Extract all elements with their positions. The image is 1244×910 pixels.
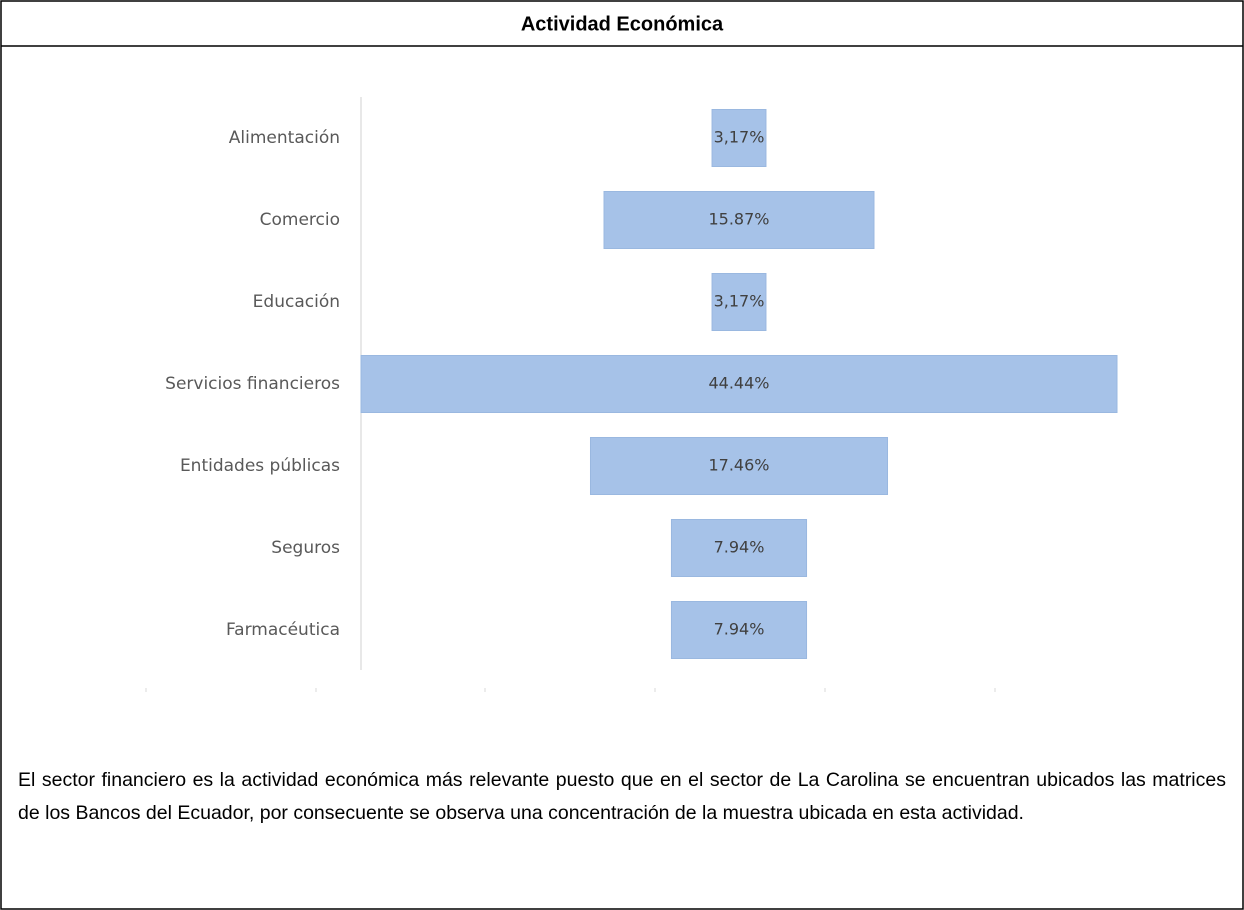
value-label: 3,17%	[714, 292, 765, 311]
category-label: Entidades públicas	[180, 456, 340, 476]
bar	[670, 601, 808, 659]
bar	[711, 109, 767, 167]
value-label: 3,17%	[714, 128, 765, 147]
category-label: Educación	[253, 292, 340, 312]
category-label: Servicios financieros	[165, 374, 340, 394]
category-label: Farmacéutica	[226, 620, 340, 640]
bar	[670, 519, 808, 577]
value-label: 17.46%	[708, 456, 769, 475]
chart-title: Actividad Económica	[521, 13, 724, 35]
category-label: Seguros	[271, 538, 340, 558]
bar	[711, 273, 767, 331]
category-label: Comercio	[260, 210, 340, 230]
bar	[603, 191, 875, 249]
value-label: 7.94%	[714, 620, 765, 639]
value-label: 15.87%	[708, 210, 769, 229]
value-label: 44.44%	[708, 374, 769, 393]
value-label: 7.94%	[714, 538, 765, 557]
axis-dots	[145, 688, 996, 692]
paragraph: El sector financiero es la actividad eco…	[18, 769, 1226, 824]
category-label: Alimentación	[229, 128, 340, 148]
bar	[360, 355, 1118, 413]
bar	[589, 437, 889, 495]
